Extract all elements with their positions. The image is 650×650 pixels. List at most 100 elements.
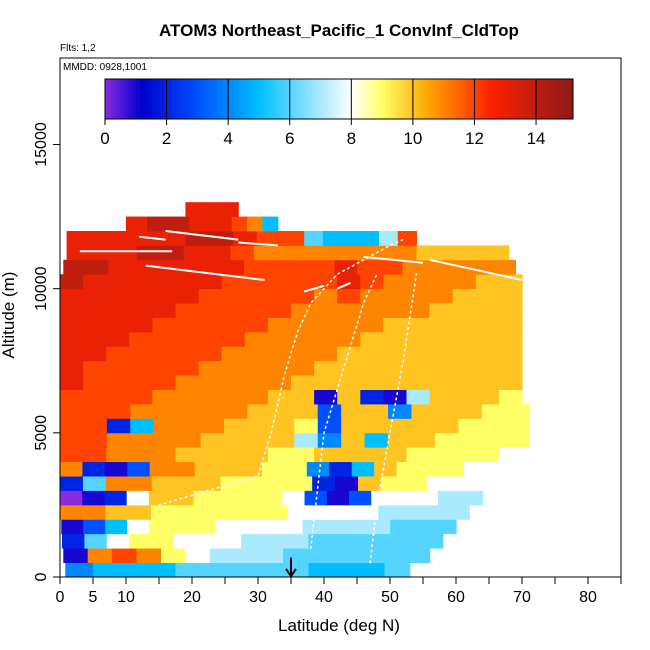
heatmap-cell [403,476,428,491]
heatmap-cell [170,519,194,535]
colorbar-swatch [202,79,207,119]
heatmap-cell [189,216,212,232]
heatmap-cell [330,533,354,549]
heatmap-cell [396,461,420,477]
heatmap-cell [175,360,200,376]
heatmap-cell [406,274,431,290]
heatmap-cell [379,231,399,246]
heatmap-cell [429,317,454,333]
heatmap-cell [193,490,217,506]
heatmap-cell [106,360,130,376]
heatmap-cell [326,490,350,506]
heatmap-cell [475,288,500,304]
heatmap-cell [291,317,315,333]
heatmap-cell [152,303,177,318]
heatmap-cell [218,533,242,549]
heatmap-cell [406,331,431,347]
colorbar-tick-label: 8 [347,129,356,148]
heatmap-cell [406,389,431,405]
heatmap-cell [498,303,523,318]
heatmap-cell [224,418,249,434]
heatmap-cell [198,389,223,405]
heatmap-cell [104,461,128,477]
heatmap-cell [346,519,369,535]
cloud-top-layer [79,230,523,293]
colorbar-swatch [413,79,418,119]
colorbar-swatch [108,79,114,119]
colorbar-swatch [561,79,566,119]
colorbar-swatch [381,79,387,119]
heatmap-layer [60,202,530,577]
y-axis: 0 5000 10000 15000 [33,122,60,581]
colorbar-swatch [370,79,375,119]
heatmap-cell [383,389,408,405]
heatmap-cell [314,288,338,304]
heatmap-cell [60,375,84,390]
chart-title: ATOM3 Northeast_Pacific_1 ConvInf_CldTop [159,21,519,40]
heatmap-cell [310,504,334,520]
heatmap-cell [384,562,411,577]
colorbar-swatch [167,79,172,119]
colorbar-swatch [537,79,543,119]
heatmap-cell [83,432,108,448]
heatmap-cell [374,461,398,477]
heatmap-cell [475,447,500,463]
heatmap-cell [175,375,200,390]
heatmap-cell [244,360,269,376]
heatmap-cell [200,418,225,434]
heatmap-cell [106,288,130,304]
heatmap-cell [337,288,361,304]
heatmap-cell [498,360,523,376]
heatmap-cell [441,461,465,477]
heatmap-cell [402,259,426,275]
colorbar-swatch [385,79,391,119]
x-tick-label: 60 [447,589,465,606]
heatmap-cell [106,533,130,549]
colorbar-swatch [237,79,242,119]
heatmap-cell [192,519,216,535]
heatmap-cell [360,389,384,405]
heatmap-cell [150,504,175,520]
colorbar-swatch [233,79,239,119]
heatmap-cell [198,331,223,347]
heatmap-cell [60,461,84,477]
colorbar-swatch [444,79,449,119]
heatmap-cell [452,375,477,390]
heatmap-cell [360,375,384,390]
colorbar-swatch [420,79,426,119]
heatmap-cell [198,447,223,463]
heatmap-cell [498,447,523,463]
colorbar-swatch [366,79,371,119]
heatmap-cell [153,404,178,419]
heatmap-cell [160,548,186,563]
heatmap-cell [267,274,292,290]
heatmap-cell [360,317,384,333]
heatmap-cell [405,548,431,563]
colorbar-swatch [292,79,297,119]
heatmap-cell [458,418,483,434]
heatmap-cell [388,418,413,434]
heatmap-cell [364,418,389,434]
heatmap-cell [337,447,361,463]
heatmap-cell [393,245,417,261]
x-tick-label: 40 [315,589,333,606]
colorbar-swatch [362,79,367,119]
heatmap-cell [360,360,384,376]
heatmap-cell [481,418,506,434]
heatmap-cell [324,245,348,261]
heatmap-cell [224,432,249,448]
colorbar-swatch [284,79,289,119]
heatmap-cell [63,548,89,563]
heatmap-cell [261,461,285,477]
heatmap-cell [82,476,107,491]
heatmap-cell [429,303,454,318]
heatmap-cell [61,519,84,535]
heatmap-cell [129,447,153,463]
heatmap-cell [60,476,84,491]
heatmap-cell [106,274,130,290]
heatmap-cell [106,418,131,434]
heatmap-cell [63,259,87,275]
heatmap-cell [280,519,304,535]
colorbar-swatch [186,79,192,119]
heatmap-cell [174,476,199,491]
